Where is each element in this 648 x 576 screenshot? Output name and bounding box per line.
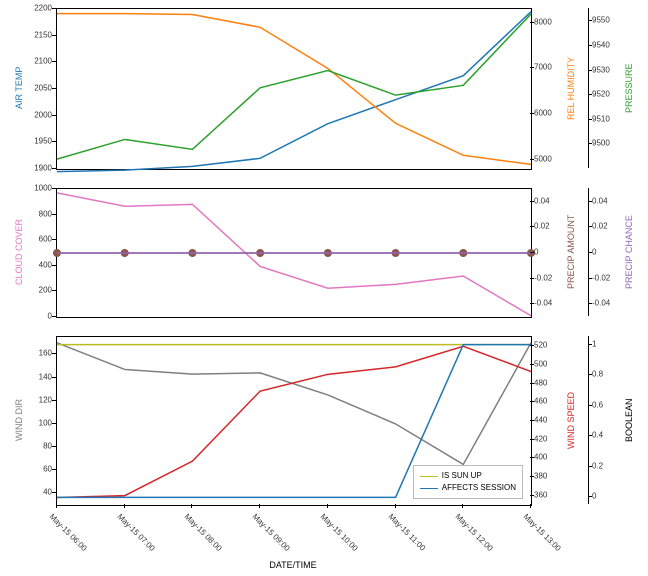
tick-label: 9530 — [592, 65, 610, 74]
tick-label: 2000 — [22, 110, 52, 119]
tick-label: 500 — [534, 360, 547, 369]
tick-label: 120 — [22, 395, 52, 404]
figure: AIR TEMP1900195020002050210021502200REL … — [0, 0, 648, 576]
tick-label: 800 — [22, 209, 52, 218]
tick-label: 0 — [534, 248, 538, 257]
x-tick-label: May-15 10:00 — [318, 512, 359, 553]
y-axis-label: CLOUD COVER — [14, 188, 24, 316]
tick-label: 520 — [534, 341, 547, 350]
series-line — [57, 14, 531, 159]
tick-label: 380 — [534, 472, 547, 481]
tick-label: 5000 — [534, 154, 552, 163]
tick-label: -0.04 — [592, 299, 610, 308]
tick-label: 0 — [592, 492, 596, 501]
legend-label: AFFECTS SESSION — [442, 482, 516, 494]
tick-label: 0.04 — [592, 196, 608, 205]
y-axis-label: PRECIP CHANCE — [624, 188, 634, 316]
tick-label: 0.02 — [534, 222, 550, 231]
tick-label: 9510 — [592, 114, 610, 123]
tick-label: 420 — [534, 434, 547, 443]
tick-label: 600 — [22, 235, 52, 244]
tick-label: 9520 — [592, 90, 610, 99]
tick-label: 1950 — [22, 137, 52, 146]
x-tick-label: May-15 12:00 — [454, 512, 495, 553]
tick-label: 400 — [534, 453, 547, 462]
legend: IS SUN UPAFFECTS SESSION — [413, 465, 523, 499]
x-tick-label: May-15 08:00 — [183, 512, 224, 553]
y-axis-label: WIND SPEED — [566, 336, 576, 504]
tick-label: 440 — [534, 416, 547, 425]
tick-label: 8000 — [534, 17, 552, 26]
tick-label: 40 — [22, 488, 52, 497]
tick-label: 200 — [22, 286, 52, 295]
tick-label: 0 — [592, 248, 596, 257]
x-axis-label: DATE/TIME — [56, 560, 530, 570]
tick-label: 480 — [534, 378, 547, 387]
x-tick-label: May-15 06:00 — [48, 512, 89, 553]
tick-label: 2150 — [22, 30, 52, 39]
chart-panel-0 — [56, 8, 532, 170]
tick-label: 80 — [22, 442, 52, 451]
tick-label: 400 — [22, 260, 52, 269]
tick-label: 160 — [22, 349, 52, 358]
tick-label: 0.02 — [592, 222, 608, 231]
tick-label: -0.04 — [534, 299, 552, 308]
chart-svg — [57, 9, 531, 169]
tick-label: 9540 — [592, 40, 610, 49]
tick-label: 1 — [592, 339, 596, 348]
tick-label: -0.02 — [534, 273, 552, 282]
legend-label: IS SUN UP — [442, 470, 482, 482]
chart-svg — [57, 189, 531, 317]
y-axis-label: BOOLEAN — [624, 336, 634, 504]
tick-label: 2100 — [22, 57, 52, 66]
tick-label: 7000 — [534, 63, 552, 72]
y-axis-label: REL HUMIDITY — [566, 8, 576, 168]
tick-label: 0.04 — [534, 196, 550, 205]
tick-label: 2200 — [22, 4, 52, 13]
x-tick-label: May-15 07:00 — [115, 512, 156, 553]
tick-label: 140 — [22, 372, 52, 381]
series-line — [57, 12, 531, 172]
series-line — [57, 343, 531, 465]
x-tick-label: May-15 13:00 — [522, 512, 563, 553]
tick-label: 0.4 — [592, 431, 603, 440]
tick-label: 2050 — [22, 84, 52, 93]
x-tick-label: May-15 09:00 — [251, 512, 292, 553]
tick-label: 0.8 — [592, 370, 603, 379]
tick-label: 0.6 — [592, 400, 603, 409]
tick-label: 460 — [534, 397, 547, 406]
y-axis-label: PRESSURE — [624, 8, 634, 168]
tick-label: 6000 — [534, 109, 552, 118]
chart-panel-1 — [56, 188, 532, 318]
x-tick-label: May-15 11:00 — [386, 512, 427, 553]
tick-label: 0 — [22, 312, 52, 321]
chart-panel-2: IS SUN UPAFFECTS SESSION — [56, 336, 532, 506]
tick-label: 360 — [534, 490, 547, 499]
tick-label: 0.2 — [592, 461, 603, 470]
tick-label: 1000 — [22, 184, 52, 193]
tick-label: 100 — [22, 418, 52, 427]
y-axis-label: PRECIP AMOUNT — [566, 188, 576, 316]
tick-label: 1900 — [22, 164, 52, 173]
tick-label: 9500 — [592, 139, 610, 148]
tick-label: 60 — [22, 465, 52, 474]
tick-label: 9550 — [592, 16, 610, 25]
tick-label: -0.02 — [592, 273, 610, 282]
